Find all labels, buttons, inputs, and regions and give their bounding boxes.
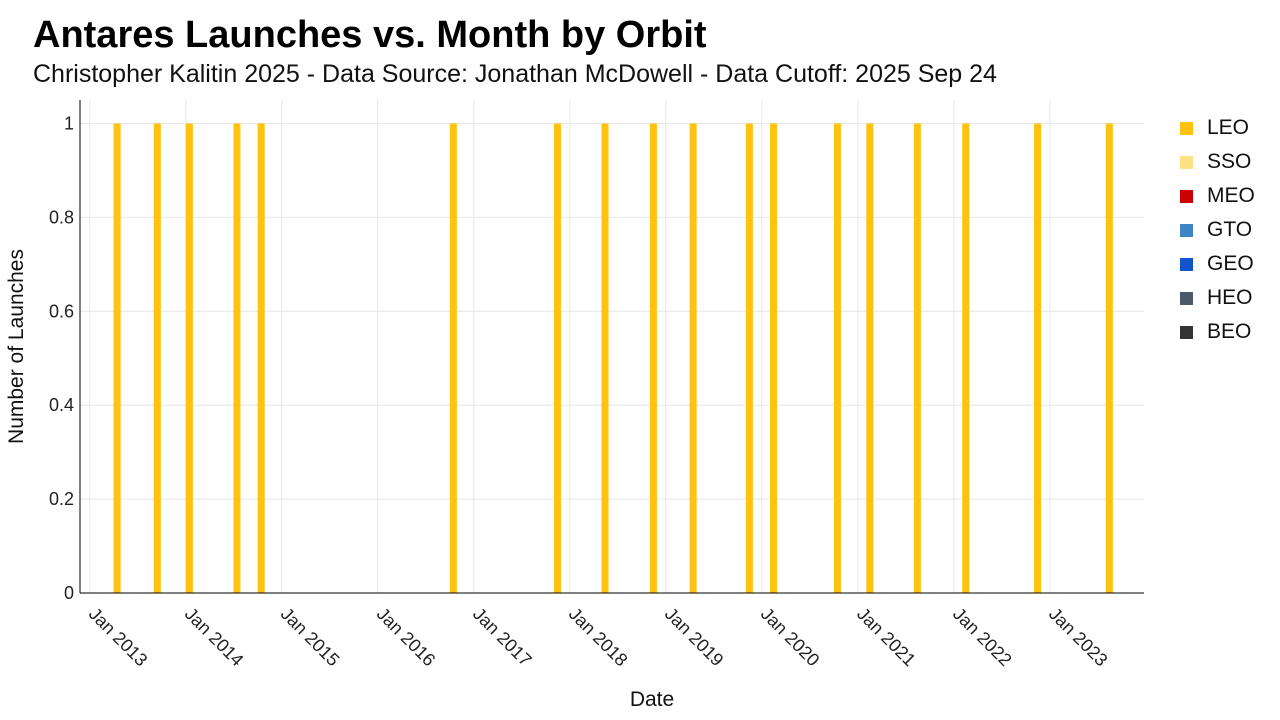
legend-label: MEO	[1207, 184, 1255, 207]
y-tick-label: 0.6	[49, 301, 74, 321]
legend-swatch	[1180, 189, 1193, 203]
x-tick-label: Jan 2017	[469, 604, 536, 671]
legend: LEO SSO MEO GTO GEO HEO BEO	[1180, 111, 1255, 349]
bar-leo	[833, 123, 841, 593]
bar-leo	[1105, 123, 1113, 593]
x-tick-label: Jan 2013	[85, 604, 152, 671]
legend-label: BEO	[1207, 320, 1252, 343]
legend-item-beo: BEO	[1180, 315, 1255, 349]
bar-leo	[649, 123, 657, 593]
legend-swatch	[1180, 155, 1193, 169]
legend-swatch	[1180, 223, 1193, 237]
bar-leo	[449, 123, 457, 593]
bar-leo	[770, 123, 778, 593]
legend-item-leo: LEO	[1180, 111, 1255, 145]
legend-item-meo: MEO	[1180, 179, 1255, 213]
bar-leo	[553, 123, 561, 593]
bar-leo	[866, 123, 874, 593]
x-tick-label: Jan 2020	[757, 604, 824, 671]
bar-leo	[257, 123, 265, 593]
x-tick-label: Jan 2018	[565, 604, 632, 671]
legend-swatch	[1180, 291, 1193, 305]
y-axis-title: Number of Launches	[5, 249, 28, 444]
x-tick-label: Jan 2014	[181, 604, 248, 671]
legend-swatch	[1180, 257, 1193, 271]
x-tick-label: Jan 2019	[661, 604, 728, 671]
y-tick-label: 0	[64, 583, 74, 603]
bar-leo	[233, 123, 241, 593]
bar-leo	[185, 123, 193, 593]
legend-label: GEO	[1207, 252, 1254, 275]
bar-leo	[1034, 123, 1042, 593]
legend-label: HEO	[1207, 286, 1253, 309]
bar-leo	[913, 123, 921, 593]
chart-title: Antares Launches vs. Month by Orbit	[33, 14, 707, 56]
bar-leo	[745, 123, 753, 593]
legend-swatch	[1180, 121, 1193, 135]
legend-item-sso: SSO	[1180, 145, 1255, 179]
bar-leo	[153, 123, 161, 593]
bar-leo	[689, 123, 697, 593]
x-axis-title: Date	[630, 688, 674, 711]
bar-leo	[113, 123, 121, 593]
x-tick-label: Jan 2023	[1045, 604, 1112, 671]
x-tick-label: Jan 2016	[373, 604, 440, 671]
bar-leo	[601, 123, 609, 593]
x-tick-label: Jan 2021	[853, 604, 920, 671]
legend-swatch	[1180, 325, 1193, 339]
legend-label: LEO	[1207, 116, 1250, 139]
legend-label: GTO	[1207, 218, 1253, 241]
y-tick-label: 0.8	[49, 207, 74, 227]
x-tick-label: Jan 2022	[949, 604, 1016, 671]
legend-label: SSO	[1207, 150, 1252, 173]
legend-item-geo: GEO	[1180, 247, 1255, 281]
bar-leo	[962, 123, 970, 593]
x-tick-label: Jan 2015	[277, 604, 344, 671]
y-tick-label: 0.4	[49, 395, 74, 415]
legend-item-heo: HEO	[1180, 281, 1255, 315]
legend-item-gto: GTO	[1180, 213, 1255, 247]
y-tick-label: 1	[64, 113, 74, 133]
y-tick-label: 0.2	[49, 489, 74, 509]
chart-subtitle: Christopher Kalitin 2025 - Data Source: …	[33, 60, 997, 88]
